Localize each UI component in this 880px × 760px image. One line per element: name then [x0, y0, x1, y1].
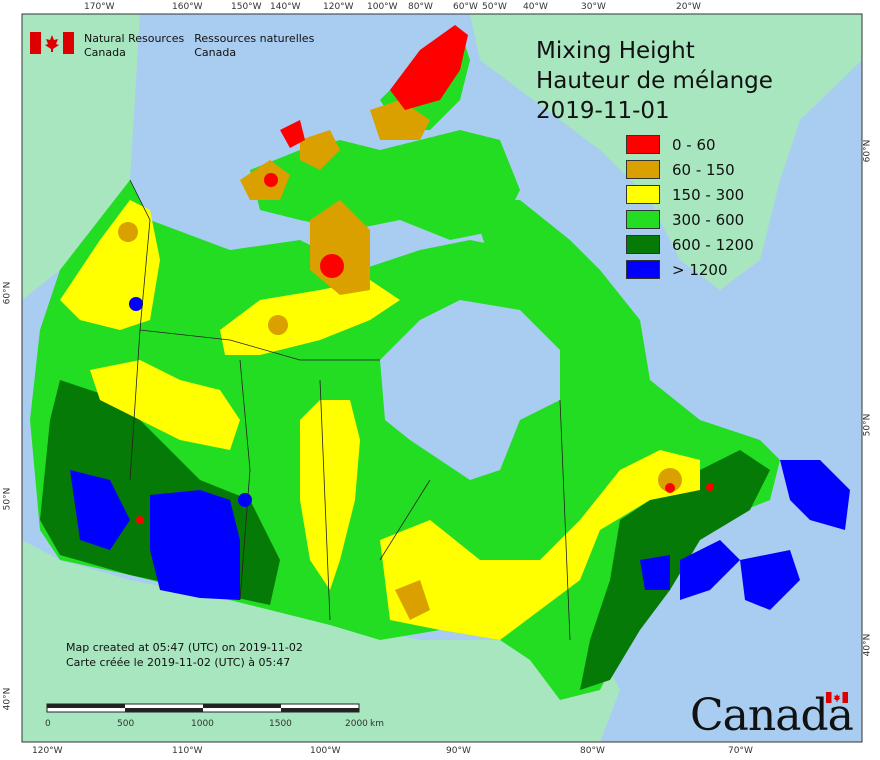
yellow-nunavut [220, 280, 400, 355]
agency-fr: Ressources naturelles Canada [194, 32, 314, 60]
scale-bar: 0 500 1000 1500 2000 km [45, 703, 384, 729]
top-tick: 160°W [172, 2, 203, 12]
red-spot-1 [320, 254, 344, 278]
bottom-tick: 90°W [446, 746, 471, 756]
orange-ellesmere [370, 100, 430, 140]
legend-swatch [626, 235, 660, 254]
bottom-tick: 100°W [310, 746, 341, 756]
yellow-central [300, 400, 360, 590]
scale-tick: 2000 [345, 719, 368, 729]
legend-item: 300 - 600 [626, 207, 754, 232]
blue-quebec [640, 555, 670, 590]
right-tick: 60°N [862, 139, 873, 163]
yellow-ontario [380, 450, 700, 640]
yellow-west [90, 360, 240, 450]
left-tick: 60°N [2, 281, 13, 305]
top-tick: 170°W [84, 2, 115, 12]
blue-spot-2 [238, 493, 252, 507]
map-frame [21, 13, 863, 743]
legend-item: 0 - 60 [626, 132, 754, 157]
map-title: Mixing Height Hauteur de mélange 2019-11… [536, 36, 773, 126]
top-tick: 60°W [453, 2, 478, 12]
legend-label: 150 - 300 [672, 185, 745, 204]
scale-tick: 0 [45, 719, 51, 729]
right-tick: 50°N [862, 413, 873, 437]
blue-spot-1 [129, 297, 143, 311]
top-tick: 120°W [323, 2, 354, 12]
agency-fr-line1: Ressources naturelles [194, 32, 315, 45]
title-date: 2019-11-01 [536, 98, 670, 124]
legend-label: 600 - 1200 [672, 235, 754, 254]
bottom-tick: 70°W [728, 746, 753, 756]
orange-spot-1 [118, 222, 138, 242]
baffin-island [470, 200, 620, 340]
top-tick: 20°W [676, 2, 701, 12]
legend-swatch [626, 210, 660, 229]
red-spot-4 [706, 483, 714, 491]
legend: 0 - 60 60 - 150 150 - 300 300 - 600 600 - 12… [626, 132, 754, 282]
red-arctic-1 [280, 120, 305, 148]
left-tick: 40°N [2, 687, 13, 711]
credit-fr: Carte créée le 2019-11-02 (UTC) à 05:47 [66, 656, 291, 669]
right-tick: 40°N [862, 633, 873, 657]
top-tick: 30°W [581, 2, 606, 12]
scale-tick: 1000 [191, 719, 214, 729]
red-ellesmere [390, 25, 468, 110]
blue-bc [70, 470, 130, 550]
orange-ontario [395, 580, 430, 620]
agency-fr-line2: Canada [194, 46, 237, 59]
province-borders [129, 179, 571, 641]
red-spot-2 [264, 173, 278, 187]
blue-maritimes-2 [740, 550, 800, 610]
legend-label: 0 - 60 [672, 135, 716, 154]
title-fr: Hauteur de mélange [536, 68, 773, 94]
legend-swatch [626, 135, 660, 154]
blue-newfoundland [780, 460, 850, 530]
red-spot-3 [665, 483, 675, 493]
bottom-tick: 80°W [580, 746, 605, 756]
legend-item: 150 - 300 [626, 182, 754, 207]
top-tick: 100°W [367, 2, 398, 12]
legend-label: > 1200 [672, 260, 728, 279]
agency-en: Natural Resources Canada [84, 32, 184, 60]
scale-unit: km [370, 719, 384, 729]
canada-flag-icon [30, 32, 74, 54]
legend-item: 60 - 150 [626, 157, 754, 182]
legend-label: 300 - 600 [672, 210, 745, 229]
hudson-bay [380, 300, 560, 480]
credit-en: Map created at 05:47 (UTC) on 2019-11-02 [66, 641, 303, 654]
legend-item: > 1200 [626, 257, 754, 282]
legend-swatch [626, 260, 660, 279]
blue-maritimes-1 [680, 540, 740, 600]
left-tick: 50°N [2, 487, 13, 511]
agency-signature: Natural Resources Canada Ressources natu… [30, 32, 314, 60]
blue-prairies [150, 490, 240, 600]
legend-swatch [626, 160, 660, 179]
alaska [22, 14, 140, 300]
legend-swatch [626, 185, 660, 204]
agency-en-line2: Canada [84, 46, 126, 59]
orange-arctic-1 [300, 130, 340, 170]
bottom-tick: 120°W [32, 746, 63, 756]
orange-spot-3 [658, 468, 682, 492]
agency-en-line1: Natural Resources [84, 32, 185, 45]
red-spot-5 [136, 516, 144, 524]
scale-tick: 500 [117, 719, 134, 729]
orange-spot-2 [268, 315, 288, 335]
top-tick: 150°W [231, 2, 262, 12]
bottom-tick: 110°W [172, 746, 203, 756]
top-tick: 40°W [523, 2, 548, 12]
title-en: Mixing Height [536, 38, 695, 64]
legend-label: 60 - 150 [672, 160, 735, 179]
top-tick: 140°W [270, 2, 301, 12]
dark-green-east [580, 450, 770, 690]
top-tick: 50°W [482, 2, 507, 12]
top-tick: 80°W [408, 2, 433, 12]
credits: Map created at 05:47 (UTC) on 2019-11-02… [66, 640, 303, 670]
scale-tick: 1500 [269, 719, 292, 729]
greenland [470, 14, 862, 290]
legend-item: 600 - 1200 [626, 232, 754, 257]
wordmark-flag-icon [826, 692, 848, 703]
